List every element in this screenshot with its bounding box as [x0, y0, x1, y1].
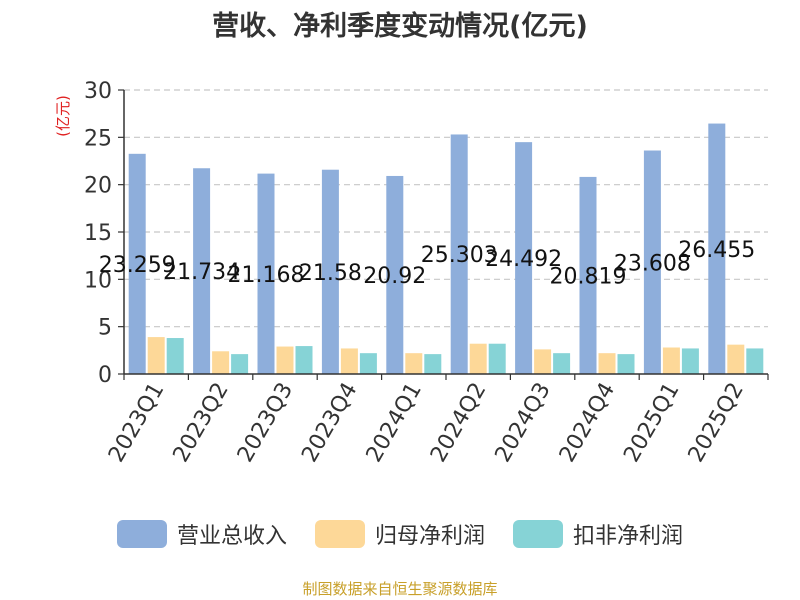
data-label: 21.58 [299, 261, 362, 286]
legend-item-deducted-profit[interactable]: 扣非净利润 [513, 518, 683, 550]
y-tick-label: 30 [84, 79, 112, 104]
bar-deducted-profit [295, 346, 313, 374]
bar-revenue [128, 153, 146, 374]
data-label: 26.455 [678, 238, 755, 263]
x-tick-label: 2023Q2 [168, 379, 233, 467]
bar-deducted-profit [553, 353, 571, 374]
bar-chart: 0 5 10 15 20 25 30 (亿元) 2023Q1 2023Q2 2023Q3 2023Q4… [54, 79, 769, 467]
bar-revenue [257, 173, 275, 374]
legend-label-deducted-profit: 扣非净利润 [573, 524, 684, 549]
x-tick-label: 2024Q4 [555, 379, 620, 467]
legend-item-net-profit[interactable]: 归母净利润 [314, 518, 485, 550]
bar-net-profit [469, 343, 487, 374]
bar-deducted-profit [488, 343, 506, 374]
bar-net-profit [405, 353, 423, 374]
data-label: 21.168 [228, 263, 305, 288]
data-label: 23.259 [99, 253, 176, 278]
x-tick-label: 2025Q1 [619, 379, 684, 467]
legend-label-net-profit: 归母净利润 [374, 524, 485, 549]
x-tick-label: 2024Q3 [490, 379, 555, 467]
bar-net-profit [662, 347, 680, 374]
bar-net-profit [727, 344, 745, 374]
bar-revenue [450, 134, 468, 374]
chart-legend: 营业总收入 归母净利润 扣非净利润 [0, 518, 800, 550]
bar-deducted-profit [359, 353, 377, 374]
y-tick-label: 15 [84, 221, 112, 246]
legend-swatch-net-profit [314, 520, 365, 548]
bar-net-profit [212, 351, 230, 374]
bar-net-profit [534, 349, 552, 374]
chart-title: 营收、净利季度变动情况(亿元) [212, 11, 588, 42]
data-label: 20.819 [550, 264, 627, 289]
x-tick-label: 2023Q1 [104, 379, 169, 467]
bar-revenue [708, 123, 726, 375]
x-tick-label: 2025Q2 [684, 379, 749, 467]
data-label: 23.608 [614, 251, 691, 276]
legend-swatch-revenue [116, 520, 167, 548]
bar-deducted-profit [746, 348, 764, 374]
y-tick-label: 20 [84, 174, 112, 199]
y-tick-label: 5 [98, 316, 112, 341]
data-label: 25.303 [421, 243, 498, 268]
bar-net-profit [340, 348, 358, 374]
bar-net-profit [598, 353, 616, 374]
bar-revenue [643, 150, 661, 374]
data-label: 24.492 [485, 247, 562, 272]
y-tick-label: 0 [98, 363, 112, 388]
bar-deducted-profit [231, 354, 249, 374]
x-tick-label: 2024Q2 [426, 379, 491, 467]
bar-revenue [386, 175, 404, 374]
source-note: 制图数据来自恒生聚源数据库 [302, 580, 498, 598]
bar-revenue [321, 169, 339, 374]
y-tick-label: 10 [84, 268, 112, 293]
bar-revenue [515, 142, 533, 374]
x-tick-label: 2024Q1 [362, 379, 427, 467]
x-tick-label: 2023Q4 [297, 379, 362, 467]
bar-deducted-profit [424, 354, 442, 374]
x-tick-label: 2023Q3 [233, 379, 298, 467]
bar-revenue [579, 176, 597, 374]
y-axis-label: (亿元) [54, 95, 72, 137]
bar-deducted-profit [166, 338, 184, 374]
bar-revenue [193, 168, 211, 374]
y-tick-label: 25 [84, 126, 112, 151]
legend-item-revenue[interactable]: 营业总收入 [116, 518, 287, 550]
bar-deducted-profit [617, 354, 635, 374]
bar-net-profit [147, 337, 165, 374]
legend-swatch-deducted-profit [513, 520, 563, 548]
legend-label-revenue: 营业总收入 [176, 524, 287, 549]
bar-deducted-profit [681, 348, 699, 374]
data-label: 21.734 [163, 260, 240, 285]
data-label: 20.92 [363, 264, 426, 289]
bar-net-profit [276, 346, 294, 374]
